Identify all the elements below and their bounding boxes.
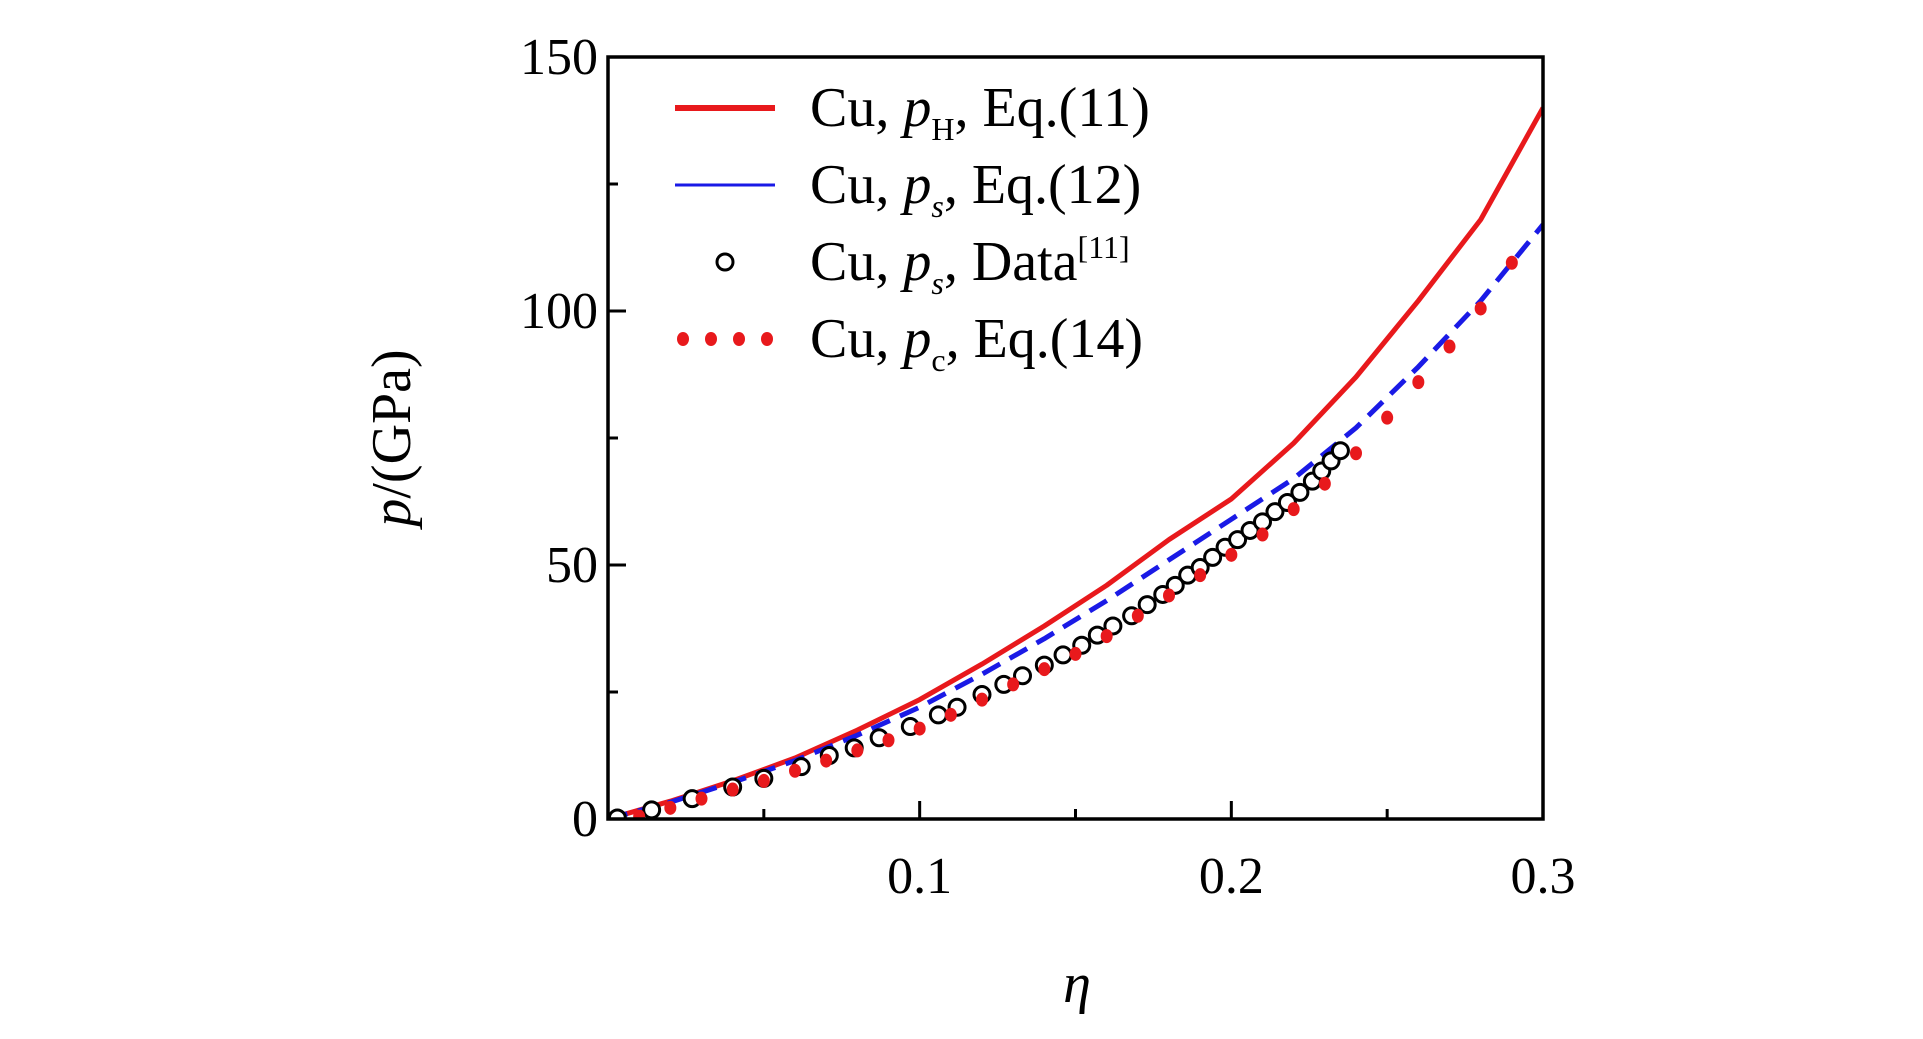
legend-label: Cu, pH, Eq.(11): [810, 77, 1150, 147]
x-tick-label: 0.2: [1199, 848, 1264, 905]
pc-dot-marker: [1007, 677, 1020, 692]
legend-sample-dot: [733, 332, 745, 346]
pc-dot-marker: [1474, 301, 1487, 316]
y-tick-label: 0: [572, 791, 598, 848]
data-point-marker: [1013, 666, 1033, 686]
legend-label: Cu, ps, Data[11]: [810, 229, 1130, 301]
y-axis-symbol: p: [361, 499, 423, 531]
pc-dot-marker: [664, 800, 677, 815]
pc-dot-marker: [1443, 339, 1456, 354]
pc-dot-marker: [1381, 410, 1394, 425]
pc-dot-marker: [851, 743, 864, 758]
y-axis-title: p/(GPa): [361, 349, 423, 530]
pc-dot-marker: [695, 791, 708, 806]
legend: Cu, pH, Eq.(11)Cu, ps, Eq.(12)Cu, ps, Da…: [675, 77, 1150, 378]
legend-sample-dot: [705, 332, 717, 346]
y-tick-label: 100: [520, 283, 598, 340]
tick-labels: 0.1 0.2 0.3 0 50 100 150: [520, 29, 1576, 905]
legend-sample-dot: [677, 332, 689, 346]
pc-dot-marker: [820, 753, 833, 768]
pc-dot-marker: [1225, 547, 1238, 562]
pc-dot-marker: [976, 692, 988, 707]
pc-dot-marker: [633, 809, 646, 819]
legend-sample-dot: [761, 332, 773, 346]
legend-sample-marker: [715, 252, 735, 272]
pc-dot-marker: [1318, 476, 1331, 491]
pc-dot-marker: [1100, 629, 1113, 644]
pc-dot-marker: [1038, 662, 1051, 677]
pc-dot-marker: [1163, 588, 1175, 603]
series-layer: [608, 106, 1543, 819]
pc-dot-marker: [913, 721, 926, 736]
pc-dot-marker: [1412, 375, 1425, 390]
x-tick-label: 0.3: [1511, 848, 1576, 905]
data-point-marker: [1265, 502, 1285, 522]
data-point-marker: [1053, 645, 1073, 665]
pc-dot-marker: [789, 763, 801, 778]
y-axis-unit: /(GPa): [361, 349, 423, 498]
pc-dot-marker: [1131, 608, 1144, 623]
plot-frame: [606, 55, 1545, 821]
y-tick-label: 150: [520, 29, 598, 86]
pc-dot-marker: [1069, 646, 1082, 661]
x-tick-label: 0.1: [887, 848, 952, 905]
pc-dot-marker: [882, 733, 895, 748]
data-point-marker: [642, 800, 662, 819]
pc-dot-marker: [944, 707, 957, 722]
pc-dot-marker: [757, 773, 770, 788]
legend-label: Cu, pc, Eq.(14): [810, 308, 1143, 378]
pc-dot-marker: [1350, 446, 1362, 461]
x-axis-title: η: [1063, 953, 1091, 1015]
pc-dot-marker: [1287, 502, 1300, 517]
pc-dot-marker: [1194, 568, 1207, 583]
data-point-marker: [1290, 482, 1310, 502]
data-point-marker: [928, 705, 948, 725]
pc-dot-marker: [726, 782, 739, 797]
pc-dot-marker: [1505, 255, 1518, 270]
legend-label: Cu, ps, Eq.(12): [810, 154, 1141, 224]
pc-dot-marker: [1256, 527, 1269, 542]
y-tick-label: 50: [546, 537, 598, 594]
data-point-marker: [1228, 530, 1248, 550]
data-point-marker: [1330, 441, 1350, 461]
data-point-marker: [1137, 595, 1157, 615]
data-point-marker: [1203, 547, 1223, 567]
